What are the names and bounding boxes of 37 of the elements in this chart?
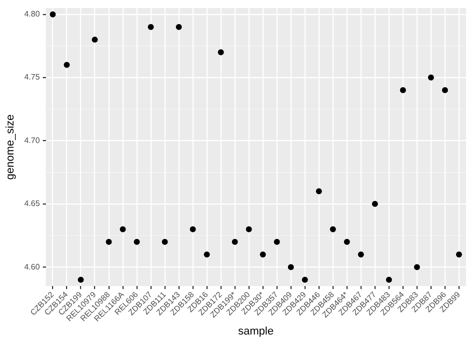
y-tick-label: 4.70 [24,136,40,145]
x-axis-title: sample [238,325,274,338]
point [246,226,252,232]
point [386,276,392,283]
point [92,36,98,43]
point [372,200,378,207]
point [456,251,462,258]
point [218,49,224,56]
point [274,238,280,245]
y-tick-label: 4.60 [24,262,40,272]
point [106,238,112,245]
point [302,276,308,283]
point [64,62,70,68]
point [148,24,154,30]
point [190,226,196,232]
point [316,188,322,194]
point [232,238,238,245]
point [442,87,448,94]
point [78,276,84,283]
point [50,11,56,18]
point [260,251,266,258]
y-tick-label: 4.75 [24,72,40,82]
point [344,238,350,245]
point [288,264,294,270]
point [330,226,336,232]
point [176,24,182,30]
point [162,238,168,245]
point [428,74,434,81]
y-tick-label: 4.80 [24,10,40,19]
point [120,226,126,232]
point [414,264,420,270]
point [400,87,406,94]
y-tick-label: 4.65 [24,199,40,208]
point [358,251,364,258]
point [204,251,210,258]
y-axis-title: genome_size [4,114,17,180]
point [134,238,140,245]
